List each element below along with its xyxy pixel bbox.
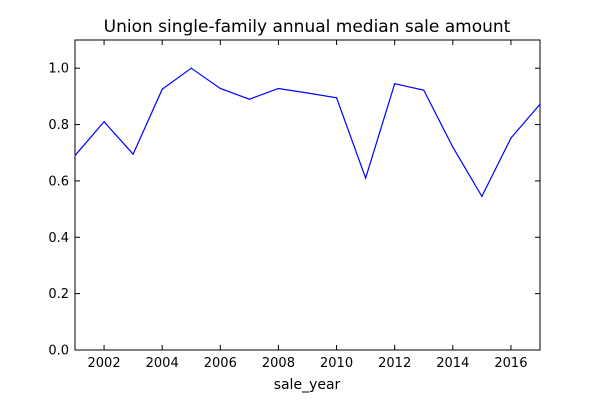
x-tick-label: 2008	[262, 356, 295, 371]
y-tick-label: 0.8	[48, 118, 69, 133]
y-tick-label: 0.0	[48, 344, 69, 359]
data-point	[306, 92, 309, 94]
chart-title: Union single-family annual median sale a…	[104, 17, 511, 37]
data-point	[481, 195, 483, 198]
x-tick-label: 2006	[204, 356, 237, 371]
plot-frame	[74, 39, 541, 351]
y-tick-label: 0.4	[48, 231, 69, 246]
y-tick-label: 0.6	[48, 174, 69, 189]
axis-ticks: 2002 2004 2006 2008 2010 2012 2014 2016 0.0 0.2 0.…	[48, 40, 540, 371]
data-point	[365, 177, 367, 179]
y-tick-label: 1.0	[48, 62, 69, 77]
data-point	[539, 103, 541, 105]
data-point	[335, 97, 338, 99]
x-tick-label: 2012	[378, 356, 411, 371]
data-point	[103, 121, 105, 123]
data-point	[452, 146, 454, 148]
data-point	[277, 87, 280, 90]
data-point	[74, 154, 76, 157]
x-tick-label: 2002	[88, 356, 121, 371]
series-line	[74, 67, 541, 198]
x-tick-label: 2014	[436, 356, 469, 371]
data-point	[510, 137, 512, 139]
y-tick-label: 0.2	[48, 287, 69, 302]
data-point	[132, 153, 134, 155]
series-layer	[74, 67, 541, 198]
data-point	[248, 98, 250, 100]
x-tick-label: 2016	[494, 356, 527, 371]
data-point	[423, 89, 425, 91]
x-tick-label: 2010	[320, 356, 353, 371]
x-axis-label: sale_year	[274, 377, 341, 393]
data-point	[394, 83, 396, 85]
x-tick-label: 2004	[146, 356, 179, 371]
data-point	[161, 88, 163, 90]
data-point	[190, 67, 192, 69]
data-point	[219, 87, 221, 90]
